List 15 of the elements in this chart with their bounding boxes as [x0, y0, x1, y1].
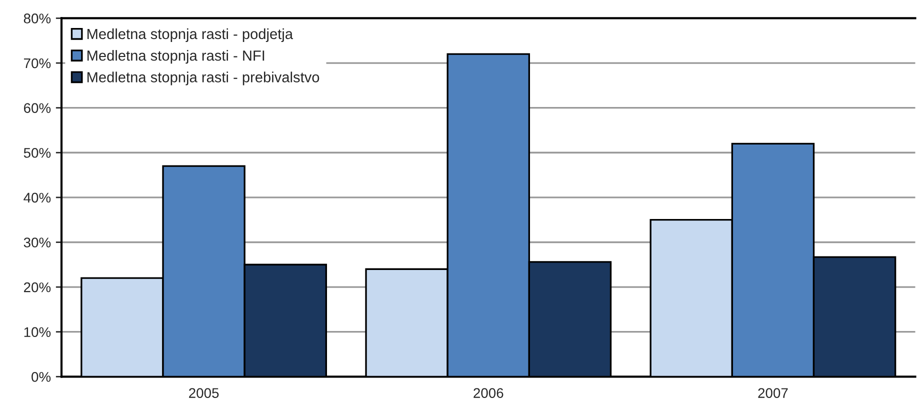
y-tick-label: 50% — [24, 148, 51, 158]
legend-label: Medletna stopnja rasti - podjetja — [87, 28, 294, 42]
y-tick-label: 0% — [32, 372, 51, 382]
x-tick-label: 2005 — [189, 388, 219, 398]
y-tick-label: 30% — [24, 238, 51, 248]
x-tick-label: 2007 — [758, 388, 788, 398]
legend-label: Medletna stopnja rasti - NFI — [87, 50, 264, 64]
y-tick-label: 10% — [24, 327, 51, 338]
y-tick-label: 70% — [24, 58, 51, 68]
y-tick-label: 20% — [24, 282, 51, 292]
x-tick-label: 2006 — [474, 388, 504, 398]
y-tick-label: 60% — [24, 103, 51, 113]
y-tick-label: 80% — [24, 14, 51, 24]
y-tick-label: 40% — [24, 192, 51, 203]
legend-label: Medletna stopnja rasti - prebivalstvo — [87, 72, 320, 86]
